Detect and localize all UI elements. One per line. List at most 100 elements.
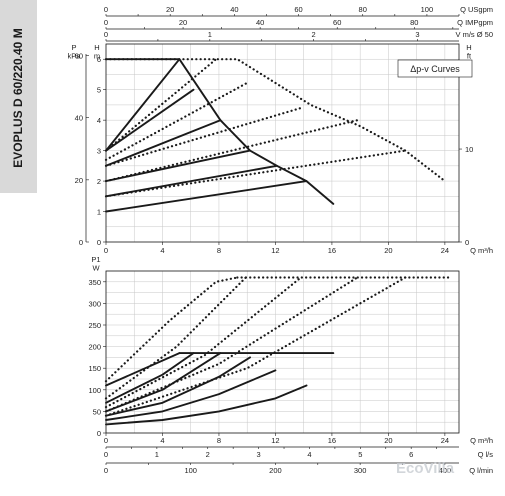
bottom-y-tick-label: 50 <box>93 407 101 416</box>
top-series-solid-2 <box>105 149 251 183</box>
top-x-tick-label: 16 <box>328 246 336 255</box>
top-scale-tick-label: 100 <box>421 5 434 14</box>
top-y-head-tick-label: 1 <box>97 208 101 217</box>
top-y-head-tick-label: 0 <box>97 238 101 247</box>
top-x-unit-label: Q m³/h <box>470 246 493 255</box>
bottom-x-tick-label: 20 <box>384 436 392 445</box>
bottom-scale-tick-label: 6 <box>409 450 413 459</box>
top-scale-tick-label: 0 <box>104 5 108 14</box>
top-y-kpa-tick-label: 60 <box>75 52 83 61</box>
top-series-dotted-12 <box>104 58 446 183</box>
top-scale-tick-label: 1 <box>208 30 212 39</box>
top-legend: Δp-v Curves <box>397 59 473 78</box>
bottom-scale-tick-label: 1 <box>155 450 159 459</box>
legend-box <box>397 59 473 78</box>
top-scale-tick-label: 20 <box>179 18 187 27</box>
top-y-head-tick-label: 4 <box>97 116 101 125</box>
bottom-series-dotted-9 <box>104 276 302 409</box>
bottom-x-tick-label: 12 <box>271 436 279 445</box>
bottom-series-solid-2 <box>105 356 251 417</box>
top-x-tick-label: 8 <box>217 246 221 255</box>
top-series-solid-4 <box>105 88 195 152</box>
top-series-solid-1 <box>105 164 278 198</box>
bottom-x-tick-label: 0 <box>104 436 108 445</box>
top-series-dotted-10 <box>104 82 247 161</box>
legend-text: Δp-v Curves <box>410 64 460 74</box>
top-series-solid-5 <box>105 58 181 152</box>
bottom-y-tick-label: 300 <box>88 299 101 308</box>
bottom-scale-tick-label: 200 <box>269 466 282 475</box>
top-series-dotted-9 <box>104 106 302 167</box>
top-y-ft-tick-label: 10 <box>465 145 473 154</box>
top-scale-unit-label: Q IMPgpm <box>457 18 493 27</box>
bottom-scale-tick-label: 400 <box>439 466 452 475</box>
bottom-scale-tick-label: 300 <box>354 466 367 475</box>
bottom-series-solid-1 <box>105 369 277 421</box>
bottom-scale-tick-label: 4 <box>307 450 311 459</box>
bottom-series-solid-4 <box>105 352 195 404</box>
bottom-scale-tick-label: 0 <box>104 450 108 459</box>
bottom-plot-frame <box>105 270 460 434</box>
bottom-series-solid-0 <box>105 384 308 426</box>
top-series-dotted-7 <box>104 149 407 198</box>
bottom-series-dotted-8 <box>104 276 359 413</box>
top-scale-tick-label: 0 <box>104 18 108 27</box>
bottom-y-tick-label: 200 <box>88 343 101 352</box>
bottom-y-tick-label: 100 <box>88 386 101 395</box>
top-scale-unit-label: V m/s Ø 50 <box>455 30 493 39</box>
bottom-y-unit: P1 W <box>91 255 100 272</box>
top-x-tick-label: 0 <box>104 246 108 255</box>
top-y-ft-tick-label: 0 <box>465 238 469 247</box>
bottom-y-tick-label: 250 <box>88 321 101 330</box>
bottom-scale-tick-label: 100 <box>184 466 197 475</box>
top-scale-tick-label: 2 <box>312 30 316 39</box>
top-x-tick-label: 4 <box>160 246 164 255</box>
top-x-tick-label: 20 <box>384 246 392 255</box>
top-scale-tick-label: 60 <box>333 18 341 27</box>
bottom-scale-unit-label: Q l/s <box>478 450 494 459</box>
bottom-x-tick-label: 16 <box>328 436 336 445</box>
bottom-x-tick-label: 8 <box>217 436 221 445</box>
top-scale-tick-label: 0 <box>104 30 108 39</box>
bottom-x-unit-label: Q m³/h <box>470 436 493 445</box>
top-scale-tick-label: 3 <box>415 30 419 39</box>
watermark-text: EcoVilla <box>396 460 455 477</box>
bottom-y-tick-label: 0 <box>97 429 101 438</box>
bottom-scale-tick-label: 3 <box>257 450 261 459</box>
top-scale-tick-label: 80 <box>359 5 367 14</box>
bottom-series-dotted-10 <box>104 276 247 400</box>
bottom-series-solid-3 <box>105 352 222 413</box>
top-series-dotted-8 <box>104 119 359 183</box>
top-x-tick-label: 12 <box>271 246 279 255</box>
top-y-kpa-tick-label: 0 <box>79 238 83 247</box>
top-scale-unit-label: Q USgpm <box>460 5 493 14</box>
bottom-scale-tick-label: 2 <box>206 450 210 459</box>
bottom-scale-tick-label: 5 <box>358 450 362 459</box>
top-y-head-tick-label: 5 <box>97 86 101 95</box>
top-y-kpa-tick-label: 40 <box>75 114 83 123</box>
top-y-head-tick-label: 3 <box>97 147 101 156</box>
top-series-solid-3 <box>105 119 222 167</box>
bottom-series-solid-5 <box>105 352 181 387</box>
bottom-series-dotted-11 <box>104 276 239 383</box>
top-scale-tick-label: 40 <box>230 5 238 14</box>
bottom-x-tick-label: 24 <box>441 436 449 445</box>
top-x-tick-label: 24 <box>441 246 449 255</box>
bottom-y-tick-label: 150 <box>88 364 101 373</box>
bottom-y-tick-label: 350 <box>88 278 101 287</box>
model-sidebar: EVOPLUS D 60/220.40 M <box>0 0 37 193</box>
top-y-head-tick-label: 6 <box>97 55 101 64</box>
top-y-head-tick-label: 2 <box>97 177 101 186</box>
bottom-scale-unit-label: Q l/min <box>469 466 493 475</box>
top-y-kpa-tick-label: 20 <box>75 176 83 185</box>
bottom-series-dotted-7 <box>104 276 407 417</box>
bottom-scale-tick-label: 0 <box>104 466 108 475</box>
bottom-x-tick-label: 4 <box>160 436 164 445</box>
top-scale-tick-label: 20 <box>166 5 174 14</box>
top-scale-tick-label: 80 <box>410 18 418 27</box>
